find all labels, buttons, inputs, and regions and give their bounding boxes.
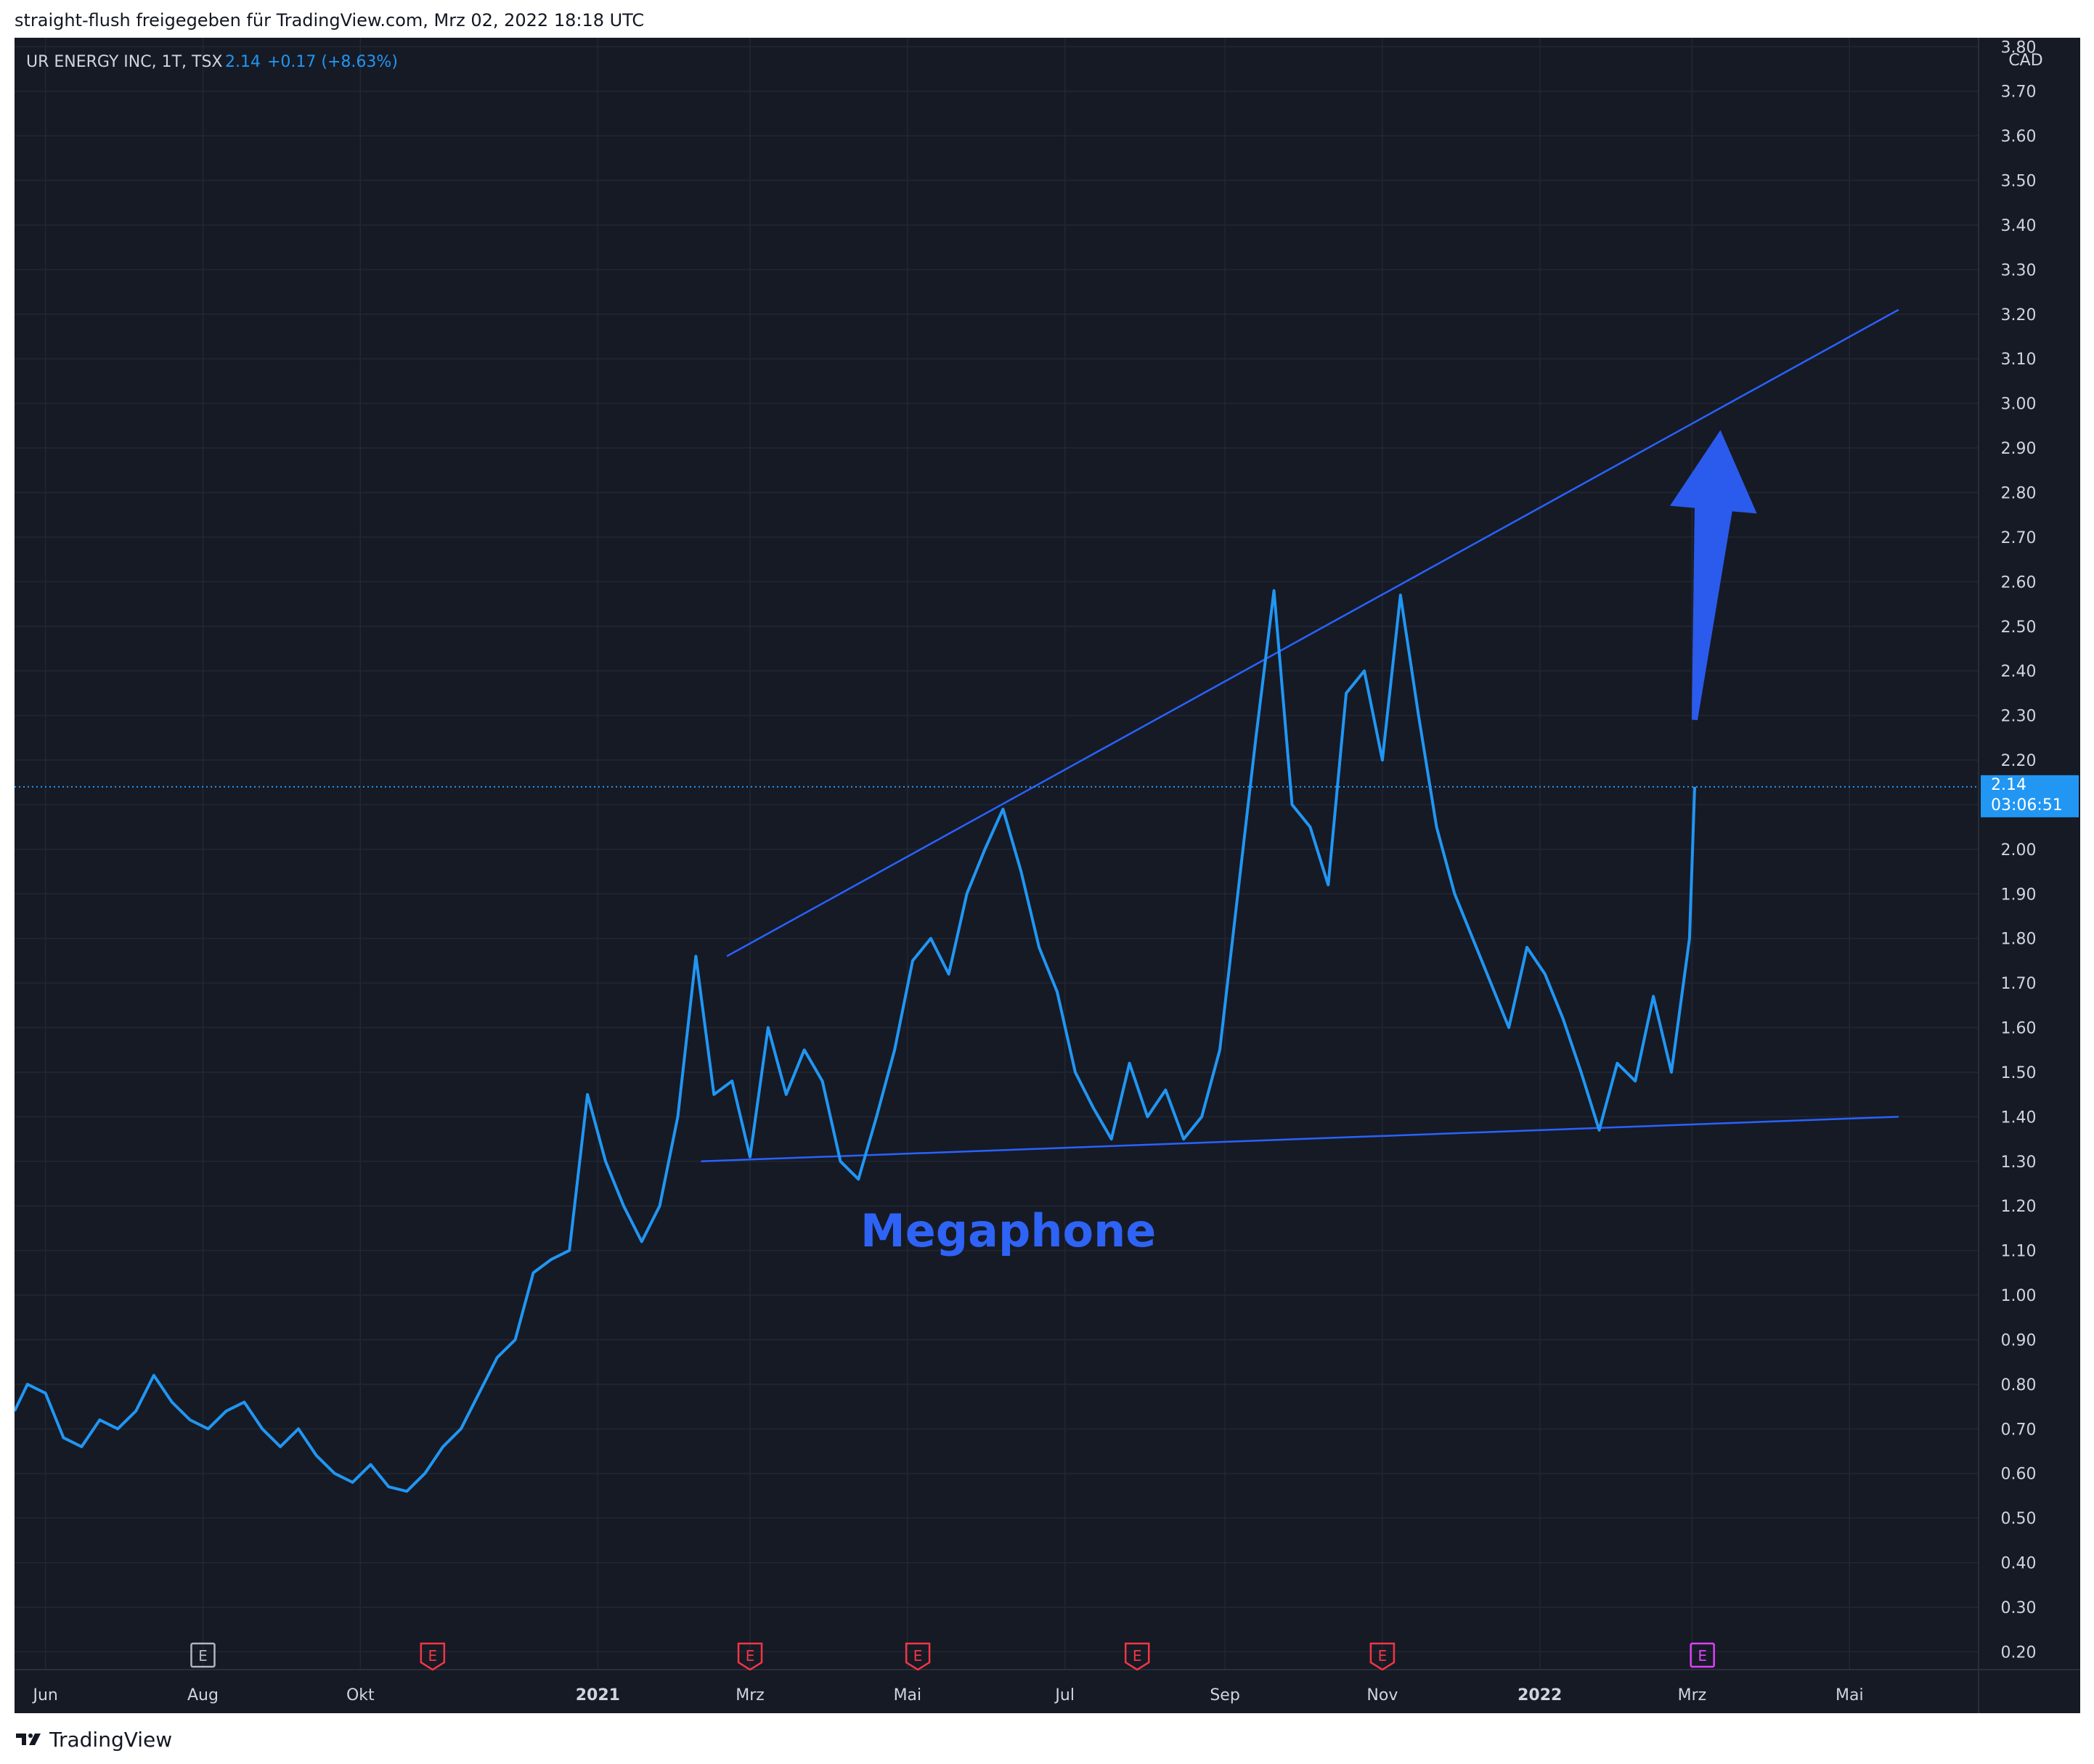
earnings-marker[interactable]: E: [905, 1642, 931, 1671]
megaphone-trendline[interactable]: [701, 1116, 1899, 1163]
earnings-marker-label: E: [913, 1647, 923, 1665]
price-tick-label: 1.80: [2001, 931, 2037, 949]
megaphone-annotation[interactable]: Megaphone: [860, 1204, 1156, 1257]
time-axis[interactable]: Jun Aug Okt 2021 Mrz Mai Jul Sep Nov 2022 Mrz Mai: [31, 1686, 1863, 1704]
price-tick-label: 1.50: [2001, 1064, 2037, 1082]
earnings-marker[interactable]: E: [190, 1642, 216, 1668]
earnings-marker-label: E: [1133, 1647, 1142, 1665]
earnings-marker-shape: [1124, 1642, 1150, 1671]
price-tick-label: 2.20: [2001, 752, 2037, 770]
price-tick-label: 0.20: [2001, 1643, 2037, 1662]
time-tick-label: Nov: [1366, 1686, 1398, 1704]
earnings-marker[interactable]: E: [1124, 1642, 1150, 1671]
price-tick-label: 2.90: [2001, 440, 2037, 458]
legend-change: +0.17 (+8.63%): [267, 53, 398, 71]
price-tick-label: 2.00: [2001, 841, 2037, 859]
price-tick-label: 2.40: [2001, 663, 2037, 681]
price-tick-label: 1.40: [2001, 1108, 2037, 1127]
price-tick-label: 0.30: [2001, 1599, 2037, 1617]
price-tick-label: 1.30: [2001, 1153, 2037, 1172]
last-price-value: 2.14: [1991, 776, 2026, 794]
earnings-marker-shape: [1369, 1642, 1396, 1671]
time-tick-label: Mrz: [1678, 1686, 1707, 1704]
price-axis[interactable]: 3.80 3.70 3.60 3.50 3.40 3.30 3.20 3.10 3.00 2.90…: [2001, 38, 2037, 1662]
earnings-marker-shape: [737, 1642, 763, 1671]
price-tick-label: 1.60: [2001, 1020, 2037, 1038]
price-tick-label: 0.90: [2001, 1331, 2037, 1349]
price-tick-label: 3.80: [2001, 38, 2037, 57]
earnings-marker-shape: [905, 1642, 931, 1671]
share-caption: straight-flush freigegeben für TradingVi…: [15, 10, 645, 30]
price-tick-label: 1.90: [2001, 886, 2037, 904]
earnings-marker-label: E: [1698, 1647, 1707, 1665]
earnings-marker[interactable]: E: [1690, 1642, 1715, 1668]
price-chart[interactable]: Megaphone 3.803.703.603.503.403.303.203.…: [13, 38, 2080, 1713]
time-tick-label: 2022: [1517, 1686, 1562, 1704]
legend-price: 2.14: [225, 53, 261, 71]
earnings-marker-label: E: [746, 1647, 755, 1665]
chart-container[interactable]: Megaphone 3.80 3.70 3.60 3.50 3.40 3.30 3.20 3.…: [13, 38, 2080, 1713]
time-tick-label: Mai: [1836, 1686, 1864, 1704]
earnings-marker-label: E: [198, 1647, 208, 1665]
currency-label: CAD: [2008, 52, 2042, 70]
price-tick-label: 3.40: [2001, 217, 2037, 235]
symbol-legend[interactable]: UR ENERGY INC, 1T, TSX 2.14 +0.17 (+8.63…: [26, 53, 398, 71]
price-tick-label: 2.80: [2001, 484, 2037, 502]
time-tick-label: Aug: [187, 1686, 219, 1704]
time-tick-label: Mai: [894, 1686, 922, 1704]
footer-brand: TradingView: [49, 1727, 173, 1752]
trendlines[interactable]: [701, 309, 1899, 1163]
price-tick-label: 3.70: [2001, 83, 2037, 102]
price-tick-label: 3.30: [2001, 261, 2037, 279]
price-tick-label: 0.50: [2001, 1510, 2037, 1528]
last-price-label: 2.14 03:06:51: [1981, 775, 2079, 817]
earnings-marker[interactable]: E: [1369, 1642, 1396, 1671]
tradingview-logo-icon: [16, 1734, 41, 1745]
time-tick-label: 2021: [576, 1686, 620, 1704]
grid-lines: [15, 38, 1979, 1670]
time-tick-label: Okt: [346, 1686, 375, 1704]
symbol-name[interactable]: UR ENERGY INC, 1T, TSX: [26, 53, 223, 71]
earnings-marker-shape: [190, 1642, 216, 1668]
price-tick-label: 3.60: [2001, 128, 2037, 146]
time-tick-label: Sep: [1210, 1686, 1239, 1704]
price-tick-label: 3.10: [2001, 351, 2037, 369]
bar-countdown: 03:06:51: [1991, 796, 2063, 814]
price-tick-label: 1.20: [2001, 1198, 2037, 1216]
earnings-marker[interactable]: E: [420, 1642, 446, 1671]
price-tick-label: 1.10: [2001, 1243, 2037, 1261]
price-tick-label: 3.50: [2001, 173, 2037, 191]
footer: TradingView: [15, 1725, 172, 1754]
price-series-line[interactable]: [13, 589, 1696, 1493]
breakout-arrow-icon[interactable]: [1670, 430, 1757, 721]
price-tick-label: 3.20: [2001, 306, 2037, 324]
price-tick-label: 0.80: [2001, 1376, 2037, 1395]
megaphone-trendline[interactable]: [726, 309, 1899, 957]
earnings-marker-shape: [1690, 1642, 1715, 1668]
chart-background: [15, 38, 2080, 1713]
time-tick-label: Jul: [1054, 1686, 1075, 1704]
price-tick-label: 0.40: [2001, 1555, 2037, 1573]
time-tick-label: Jun: [31, 1686, 57, 1704]
earnings-marker-label: E: [1378, 1647, 1388, 1665]
price-tick-label: 0.70: [2001, 1421, 2037, 1439]
price-tick-label: 2.60: [2001, 573, 2037, 592]
earnings-marker-shape: [420, 1642, 446, 1671]
price-tick-label: 2.50: [2001, 618, 2037, 637]
earnings-marker-label: E: [428, 1647, 438, 1665]
earnings-marker[interactable]: E: [737, 1642, 763, 1671]
price-tick-label: 1.00: [2001, 1287, 2037, 1305]
price-tick-label: 2.30: [2001, 708, 2037, 726]
price-tick-label: 3.00: [2001, 396, 2037, 414]
price-tick-label: 1.70: [2001, 975, 2037, 993]
price-tick-label: 0.60: [2001, 1466, 2037, 1484]
price-tick-label: 2.70: [2001, 529, 2037, 547]
time-tick-label: Mrz: [736, 1686, 765, 1704]
